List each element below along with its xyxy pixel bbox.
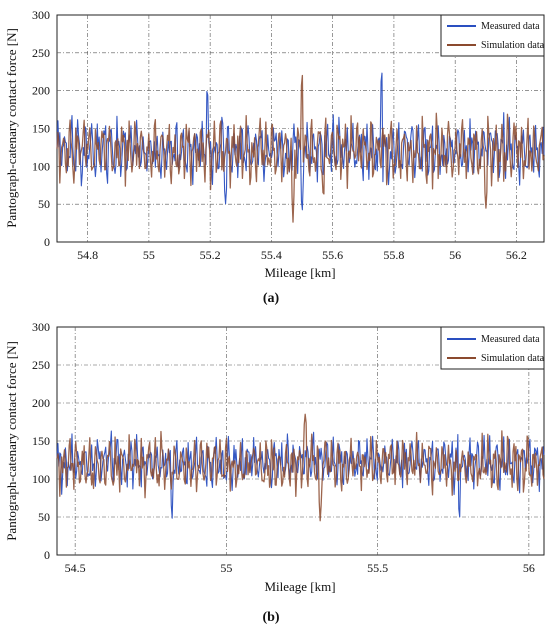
chart-b-legend: Measured data Simulation data [440, 326, 545, 370]
chart-a-y-tick-label: 50 [38, 197, 50, 211]
chart-a-x-tick-label: 55.6 [322, 248, 343, 262]
chart-b-y-ticks: 0 50 100 150 200 250 300 [32, 320, 50, 562]
chart-a-y-axis-label: Pantograph-catenary contact force [N] [4, 28, 19, 228]
chart-b-y-tick-label: 100 [32, 472, 50, 486]
chart-a-y-tick-label: 250 [32, 46, 50, 60]
chart-a-caption: (a) [263, 291, 280, 306]
chart-b-legend-label-simulation: Simulation data [481, 353, 545, 364]
chart-a-y-tick-label: 300 [32, 8, 50, 22]
chart-a-series [56, 72, 545, 223]
chart-a: 0 50 100 150 200 250 300 54.8 55 55.2 55.4 55.6 55.… [4, 8, 545, 306]
chart-a-x-axis-label: Mileage [km] [264, 265, 335, 280]
chart-b-y-tick-label: 0 [44, 548, 50, 562]
chart-a-y-tick-label: 0 [44, 235, 50, 249]
chart-b-y-tick-label: 200 [32, 396, 50, 410]
chart-b-y-tick-label: 150 [32, 434, 50, 448]
chart-a-x-tick-label: 56 [449, 248, 461, 262]
chart-a-series-simulation [56, 74, 545, 223]
chart-a-legend-box [440, 14, 545, 57]
chart-b: 0 50 100 150 200 250 300 54.5 55 55.5 56 Measured… [4, 320, 545, 625]
chart-a-legend-label-simulation: Simulation data [481, 40, 545, 51]
chart-b-x-tick-label: 55 [220, 561, 232, 575]
chart-b-legend-box [440, 326, 545, 370]
chart-b-y-axis-label: Pantograph-catenary contact force [N] [4, 341, 19, 541]
chart-a-x-tick-label: 55 [143, 248, 155, 262]
chart-a-y-tick-label: 150 [32, 122, 50, 136]
chart-a-legend: Measured data Simulation data [440, 14, 545, 57]
chart-a-y-tick-label: 100 [32, 159, 50, 173]
chart-a-y-tick-label: 200 [32, 84, 50, 98]
chart-a-x-tick-label: 55.2 [200, 248, 221, 262]
chart-b-series [56, 413, 545, 522]
chart-b-y-tick-label: 250 [32, 358, 50, 372]
chart-b-y-tick-label: 300 [32, 320, 50, 334]
chart-b-legend-label-measured: Measured data [481, 334, 540, 345]
chart-b-x-tick-label: 56 [523, 561, 535, 575]
chart-a-x-tick-label: 55.8 [383, 248, 404, 262]
chart-b-x-axis-label: Mileage [km] [264, 579, 335, 594]
chart-b-x-tick-label: 55.5 [367, 561, 388, 575]
chart-a-y-ticks: 0 50 100 150 200 250 300 [32, 8, 50, 249]
chart-b-series-simulation [56, 413, 545, 522]
chart-a-x-tick-label: 54.8 [77, 248, 98, 262]
chart-a-x-ticks: 54.8 55 55.2 55.4 55.6 55.8 56 56.2 [77, 248, 527, 262]
chart-b-x-ticks: 54.5 55 55.5 56 [65, 561, 535, 575]
chart-a-x-tick-label: 56.2 [506, 248, 527, 262]
chart-b-x-tick-label: 54.5 [65, 561, 86, 575]
chart-b-y-tick-label: 50 [38, 510, 50, 524]
chart-a-legend-label-measured: Measured data [481, 21, 540, 32]
chart-a-x-tick-label: 55.4 [261, 248, 282, 262]
chart-b-caption: (b) [262, 610, 279, 625]
